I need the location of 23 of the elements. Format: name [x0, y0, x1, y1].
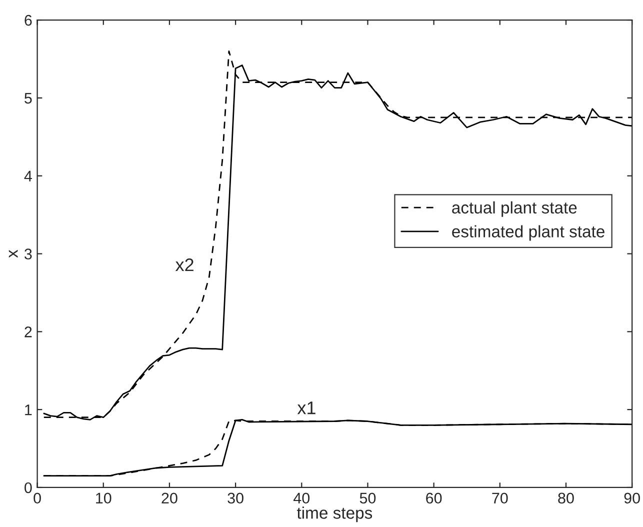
y-tick-label: 1 — [25, 404, 32, 416]
y-axis-title: x — [8, 250, 18, 258]
y-tick-label: 0 — [24, 482, 32, 494]
x-tick-label: 60 — [426, 492, 442, 504]
x-axis-title: time steps — [296, 506, 372, 522]
x-tick-label: 50 — [360, 492, 376, 504]
annotation: x2 — [175, 258, 194, 272]
y-tick-label: 3 — [24, 248, 32, 260]
x-tick-label: 70 — [492, 492, 508, 504]
y-tick-label: 2 — [24, 326, 32, 338]
x-tick-label: 10 — [96, 492, 112, 504]
annotation: x1 — [297, 402, 316, 414]
x-tick-label: 0 — [34, 492, 41, 504]
y-tick-label: 5 — [24, 92, 32, 104]
x-tick-label: 80 — [558, 492, 574, 504]
y-tick-label: 4 — [24, 170, 32, 182]
legend-label: actual plant state — [452, 201, 577, 217]
x-tick-label: 90 — [624, 492, 640, 504]
x-tick-label: 30 — [228, 492, 244, 504]
legend-label: estimated plant state — [452, 225, 604, 241]
y-tick-label: 6 — [24, 14, 32, 26]
x-tick-label: 20 — [162, 492, 178, 504]
x-tick-label: 40 — [293, 492, 310, 504]
